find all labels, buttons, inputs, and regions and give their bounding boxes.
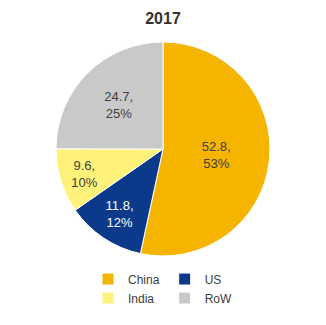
svg-text:US: US [205,273,222,287]
svg-text:52.8,53%: 52.8,53% [202,139,231,171]
svg-text:11.8,12%: 11.8,12% [106,198,134,230]
svg-text:9.6,10%: 9.6,10% [71,158,97,190]
svg-text:RoW: RoW [205,292,232,306]
svg-text:India: India [128,292,154,306]
svg-text:China: China [128,273,160,287]
svg-text:24.7,25%: 24.7,25% [104,89,133,121]
svg-text:2017: 2017 [145,10,181,27]
